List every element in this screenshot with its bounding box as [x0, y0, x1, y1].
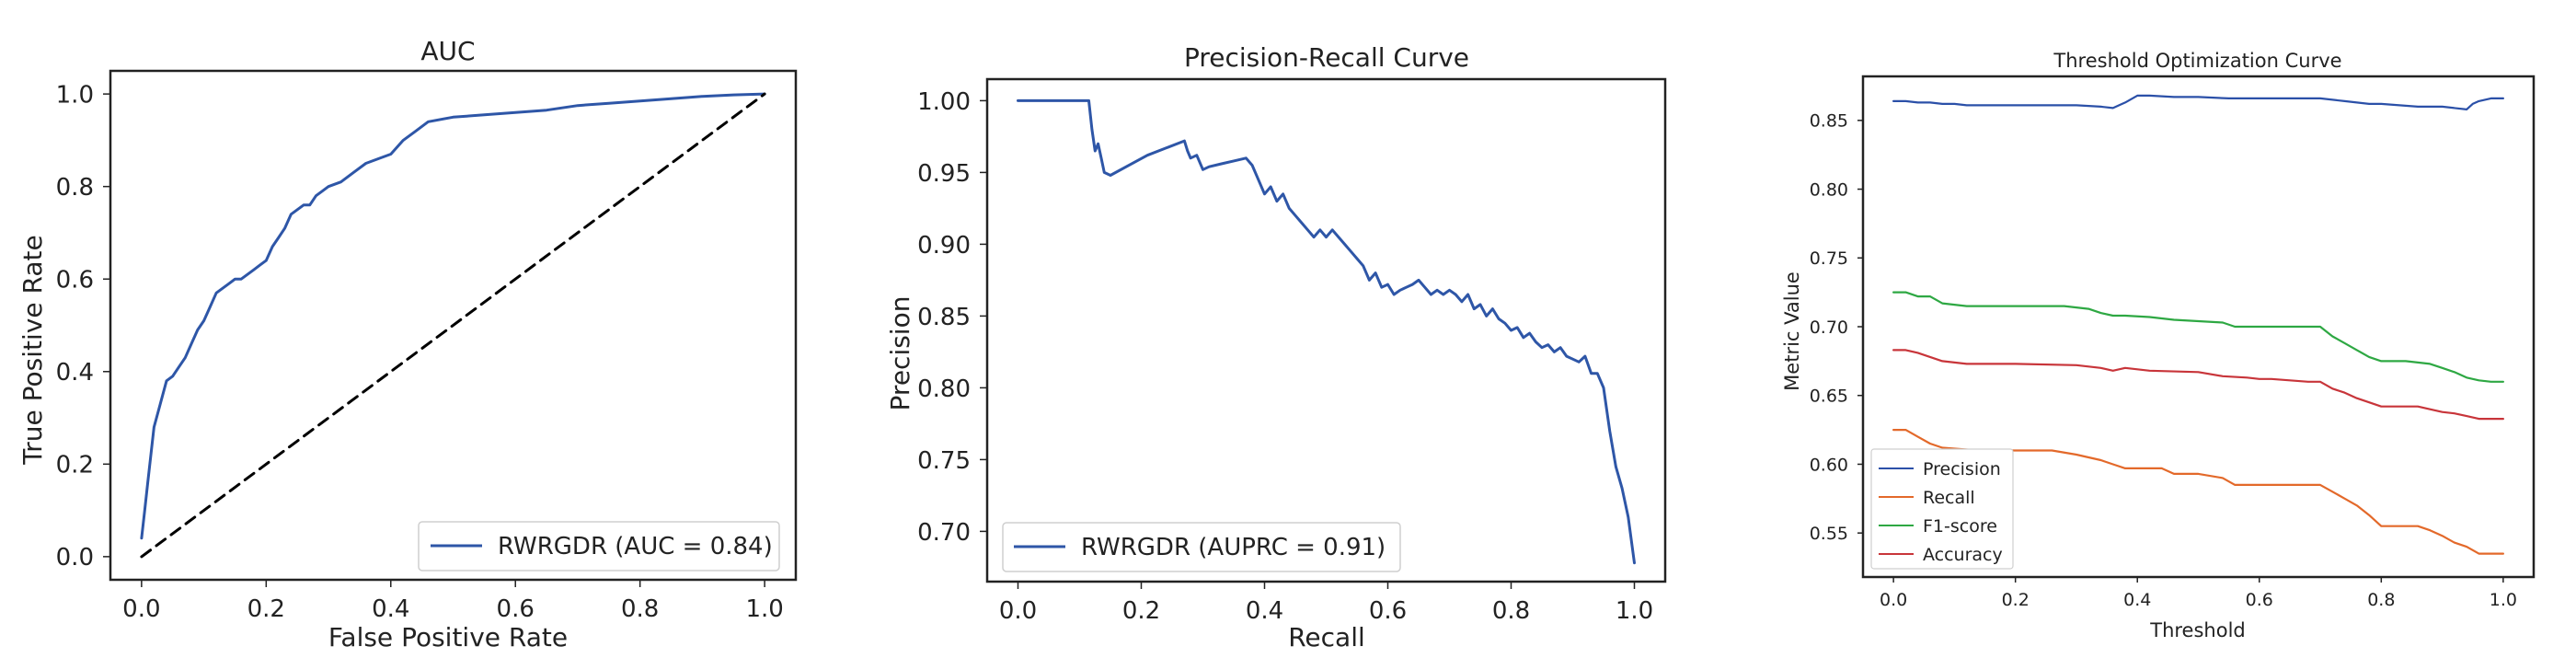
- pr-legend-box: [1002, 522, 1401, 572]
- roc-chart: AUC False Positive Rate True Positive Ra…: [17, 36, 798, 652]
- threshold-series-line-accuracy: [1892, 349, 2504, 421]
- threshold-x-tick-label: 1.0: [2490, 590, 2517, 610]
- roc-y-tick-label: 0.8: [56, 174, 94, 202]
- threshold-x-axis-label: Threshold: [2149, 619, 2246, 641]
- legend-label-recall: Recall: [1923, 488, 1975, 508]
- roc-chart-title: AUC: [420, 36, 475, 66]
- pr-x-tick-label: 0.4: [1246, 597, 1283, 625]
- pr-y-tick-label: 0.75: [917, 447, 971, 475]
- roc-y-tick-label: 0.4: [56, 359, 94, 387]
- legend-label-accuracy: Accuracy: [1923, 545, 2003, 565]
- roc-legend: RWRGDR (AUC = 0.84): [418, 521, 780, 571]
- roc-y-axis-label: True Positive Rate: [17, 235, 48, 465]
- pr-x-tick-label: 0.2: [1122, 597, 1160, 625]
- threshold-y-axis-label: Metric Value: [1781, 271, 1803, 391]
- pr-y-tick-label: 0.85: [917, 304, 971, 331]
- roc-y-tick-label: 1.0: [56, 81, 94, 109]
- threshold-legend: Precision Recall F1-score Accuracy: [1870, 448, 2014, 570]
- roc-y-tick-label: 0.6: [56, 267, 94, 294]
- threshold-y-tick-label: 0.70: [1810, 317, 1848, 338]
- threshold-y-tick-label: 0.55: [1810, 524, 1848, 544]
- pr-y-axis-label: Precision: [885, 296, 915, 411]
- roc-chance-diagonal-line: [140, 92, 766, 559]
- threshold-series-line-f1-score: [1892, 291, 2504, 383]
- threshold-x-tick-label: 0.2: [2002, 590, 2030, 610]
- roc-x-tick-label: 0.4: [372, 595, 409, 623]
- roc-y-tick-label: 0.0: [56, 544, 94, 571]
- roc-x-axis-label: False Positive Rate: [328, 622, 568, 652]
- pr-x-tick-label: 1.0: [1616, 597, 1653, 625]
- roc-plot-frame: [109, 69, 798, 582]
- pr-y-tick-label: 0.90: [917, 232, 971, 260]
- roc-series-line-rwrgdr-auc-0-84: [140, 92, 766, 540]
- pr-x-axis-label: Recall: [1288, 622, 1365, 652]
- pr-series-line-rwrgdr-auprc-0-91: [1017, 98, 1636, 565]
- threshold-y-tick-label: 0.60: [1810, 455, 1848, 475]
- threshold-x-tick-label: 0.4: [2123, 590, 2151, 610]
- roc-x-tick-label: 1.0: [745, 595, 783, 623]
- legend-label-precision: Precision: [1923, 459, 2001, 479]
- pr-y-tick-label: 0.70: [917, 519, 971, 547]
- precision-recall-chart: Precision-Recall Curve Recall Precision …: [885, 42, 1667, 652]
- pr-chart-title: Precision-Recall Curve: [1184, 42, 1469, 73]
- roc-legend-box: [418, 521, 780, 571]
- threshold-chart: Threshold Optimization Curve Threshold M…: [1781, 50, 2536, 641]
- threshold-series-line-precision: [1892, 94, 2504, 111]
- pr-legend: RWRGDR (AUPRC = 0.91): [1002, 522, 1401, 572]
- threshold-x-tick-label: 0.8: [2367, 590, 2395, 610]
- pr-y-tick-label: 0.95: [917, 160, 971, 188]
- roc-legend-label: RWRGDR (AUC = 0.84): [498, 533, 773, 560]
- threshold-legend-box: [1870, 448, 2014, 570]
- threshold-x-tick-label: 0.6: [2246, 590, 2273, 610]
- threshold-y-tick-label: 0.65: [1810, 387, 1848, 407]
- threshold-y-tick-label: 0.85: [1810, 111, 1848, 132]
- threshold-chart-title: Threshold Optimization Curve: [2053, 50, 2341, 72]
- legend-label-f1-score: F1-score: [1923, 516, 1997, 537]
- roc-x-tick-label: 0.8: [621, 595, 659, 623]
- pr-x-tick-label: 0.0: [999, 597, 1037, 625]
- threshold-y-tick-label: 0.80: [1810, 179, 1848, 200]
- pr-y-tick-label: 0.80: [917, 375, 971, 403]
- pr-x-tick-label: 0.6: [1369, 597, 1407, 625]
- threshold-y-tick-label: 0.75: [1810, 248, 1848, 269]
- roc-x-tick-label: 0.2: [247, 595, 285, 623]
- roc-y-tick-label: 0.2: [56, 452, 94, 479]
- pr-legend-label: RWRGDR (AUPRC = 0.91): [1081, 534, 1386, 561]
- pr-y-tick-label: 1.00: [917, 88, 971, 116]
- pr-plot-frame: [985, 77, 1667, 583]
- roc-x-tick-label: 0.0: [122, 595, 160, 623]
- pr-x-tick-label: 0.8: [1492, 597, 1530, 625]
- roc-x-tick-label: 0.6: [497, 595, 535, 623]
- threshold-x-tick-label: 0.0: [1880, 590, 1907, 610]
